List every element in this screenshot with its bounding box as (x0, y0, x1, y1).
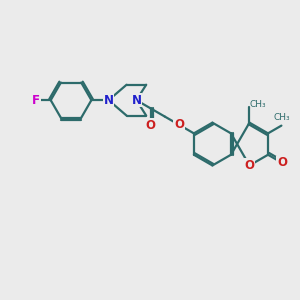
Text: O: O (174, 118, 184, 131)
Text: CH₃: CH₃ (250, 100, 266, 109)
Text: O: O (244, 159, 254, 172)
Text: O: O (146, 119, 156, 132)
Text: N: N (131, 94, 141, 107)
Text: F: F (32, 94, 40, 107)
Text: O: O (277, 156, 287, 170)
Text: N: N (103, 94, 114, 107)
Text: CH₃: CH₃ (273, 113, 290, 122)
